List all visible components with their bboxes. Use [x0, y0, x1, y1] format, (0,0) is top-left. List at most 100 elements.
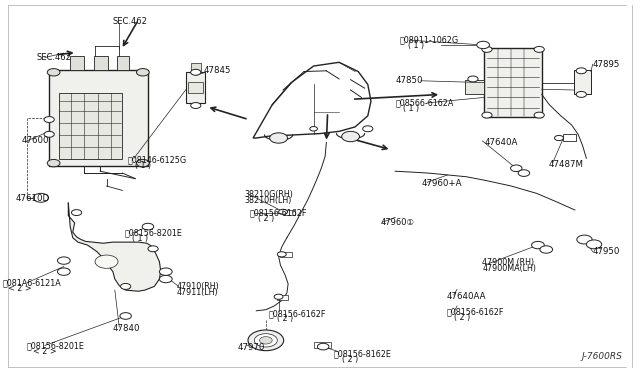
Circle shape — [148, 246, 158, 252]
Circle shape — [586, 240, 602, 249]
Circle shape — [310, 126, 317, 131]
Bar — [70, 56, 84, 70]
Circle shape — [518, 170, 530, 176]
Circle shape — [576, 68, 586, 74]
Text: ⒲08156-8201E: ⒲08156-8201E — [27, 341, 84, 350]
Bar — [186, 71, 205, 103]
Bar — [465, 80, 484, 94]
Text: ⒲08156-6162F: ⒲08156-6162F — [269, 309, 326, 318]
Text: 47640AA: 47640AA — [446, 292, 486, 301]
Circle shape — [269, 133, 287, 143]
Circle shape — [120, 312, 131, 319]
Circle shape — [482, 46, 492, 52]
Circle shape — [95, 255, 118, 268]
Circle shape — [254, 334, 277, 347]
Text: Ⓜ08566-6162A: Ⓜ08566-6162A — [395, 99, 454, 108]
Bar — [188, 82, 204, 93]
Circle shape — [277, 252, 286, 257]
Bar — [117, 56, 129, 70]
Text: 47900MA(LH): 47900MA(LH) — [483, 264, 536, 273]
Circle shape — [58, 268, 70, 275]
Text: 38210G(RH): 38210G(RH) — [245, 190, 294, 199]
Text: 47910(RH): 47910(RH) — [177, 282, 220, 291]
Circle shape — [511, 165, 522, 171]
Circle shape — [540, 246, 552, 253]
Text: ( 1 ): ( 1 ) — [135, 161, 151, 170]
Bar — [484, 48, 541, 116]
Circle shape — [576, 92, 586, 97]
Polygon shape — [68, 203, 161, 291]
Text: SEC.462: SEC.462 — [36, 53, 71, 62]
Text: 47600: 47600 — [22, 137, 49, 145]
Text: 47911(LH): 47911(LH) — [177, 288, 218, 297]
Text: ( 2 ): ( 2 ) — [257, 214, 274, 222]
Circle shape — [44, 131, 54, 137]
Text: 38210H(LH): 38210H(LH) — [245, 196, 292, 205]
Text: J-7600RS: J-7600RS — [582, 352, 623, 361]
Text: SEC.462: SEC.462 — [113, 17, 148, 26]
Circle shape — [72, 210, 82, 215]
Text: 47900M (RH): 47900M (RH) — [483, 258, 534, 267]
Text: 47895: 47895 — [593, 60, 620, 69]
Text: < 2 >: < 2 > — [8, 284, 31, 293]
Text: ( 1 ): ( 1 ) — [408, 41, 424, 50]
Text: ⒲08156-8162E: ⒲08156-8162E — [334, 350, 392, 359]
Circle shape — [58, 257, 70, 264]
Circle shape — [577, 235, 592, 244]
Bar — [563, 134, 576, 141]
Text: 47960①: 47960① — [381, 218, 415, 227]
Circle shape — [259, 337, 272, 344]
Text: ⒲08156-6162F: ⒲08156-6162F — [446, 308, 504, 317]
Circle shape — [274, 294, 283, 299]
Text: ⒲081A6-6121A: ⒲081A6-6121A — [3, 278, 61, 287]
Text: 47960+A: 47960+A — [422, 179, 463, 187]
Circle shape — [468, 76, 478, 82]
Text: Ⓞ08911-1062G: Ⓞ08911-1062G — [399, 36, 459, 45]
Bar — [280, 253, 292, 257]
Circle shape — [159, 268, 172, 275]
Text: 47950: 47950 — [593, 247, 620, 256]
Text: ⒲08156-6162F: ⒲08156-6162F — [250, 208, 307, 217]
Circle shape — [363, 126, 373, 132]
Circle shape — [342, 131, 360, 142]
Circle shape — [477, 41, 490, 49]
Bar — [276, 295, 288, 300]
Text: 47840: 47840 — [113, 324, 140, 333]
Circle shape — [191, 103, 201, 109]
Bar — [284, 211, 295, 215]
Text: ( 1 ): ( 1 ) — [132, 234, 148, 243]
Text: ( 1 ): ( 1 ) — [403, 104, 419, 113]
Circle shape — [120, 283, 131, 289]
Bar — [191, 63, 201, 71]
Circle shape — [278, 209, 287, 214]
Circle shape — [532, 241, 544, 249]
Bar — [49, 70, 148, 166]
Text: ( 2 ): ( 2 ) — [276, 314, 293, 323]
Bar — [59, 93, 122, 160]
Text: ⒲08156-8201E: ⒲08156-8201E — [124, 229, 182, 238]
Polygon shape — [253, 62, 371, 138]
Bar — [94, 56, 108, 70]
Circle shape — [47, 160, 60, 167]
Circle shape — [248, 330, 284, 351]
Text: 47610D: 47610D — [15, 195, 49, 203]
Text: ⒲08146-6125G: ⒲08146-6125G — [127, 155, 187, 165]
Circle shape — [554, 135, 563, 141]
Text: 47845: 47845 — [204, 66, 232, 75]
Text: ( 2 ): ( 2 ) — [454, 313, 470, 322]
Circle shape — [142, 223, 154, 230]
Circle shape — [534, 46, 544, 52]
Circle shape — [534, 112, 544, 118]
Circle shape — [33, 193, 49, 202]
Circle shape — [44, 116, 54, 122]
Circle shape — [136, 68, 149, 76]
Circle shape — [191, 69, 201, 75]
Text: < 2 >: < 2 > — [33, 347, 57, 356]
Circle shape — [47, 68, 60, 76]
Text: ( 2 ): ( 2 ) — [342, 355, 358, 364]
Circle shape — [482, 112, 492, 118]
Text: 47640A: 47640A — [484, 138, 518, 147]
Text: 47487M: 47487M — [548, 160, 583, 169]
Circle shape — [317, 343, 329, 350]
Text: 47850: 47850 — [395, 76, 422, 85]
